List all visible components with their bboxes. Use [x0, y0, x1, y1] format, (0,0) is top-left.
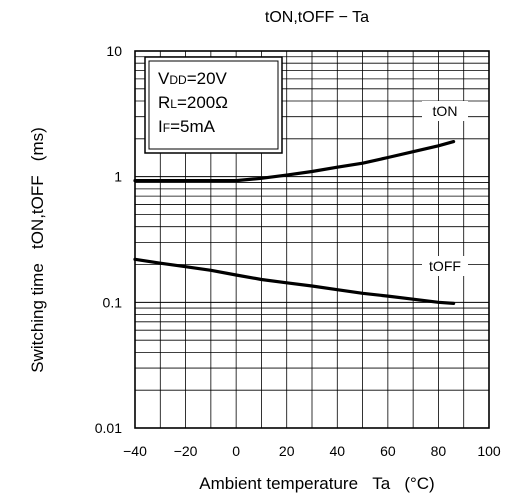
x-tick-label: 60 [380, 443, 396, 459]
condition-line: IF=5mA [158, 117, 216, 136]
series-labels: tON tOFF [422, 101, 468, 276]
condition-line: VDD=20V [158, 69, 228, 88]
y-tick-label: 10 [106, 43, 122, 59]
x-tick-label: 0 [232, 443, 240, 459]
series-line-ton [133, 140, 456, 183]
series-label-ton: tON [433, 103, 458, 119]
x-tick-label: −40 [123, 443, 147, 459]
curves [133, 140, 456, 305]
series-line-toff [133, 257, 456, 305]
chart-title: tON,tOFF − Ta [265, 9, 369, 26]
y-tick-labels: 10 1 0.1 0.01 [95, 43, 122, 436]
x-tick-labels: −40 −20 0 20 40 60 80 100 [123, 443, 501, 459]
y-tick-label: 1 [114, 169, 122, 185]
x-axis-label: Ambient temperature Ta (°C) [199, 474, 434, 493]
series-label-bg [422, 101, 468, 121]
y-tick-label: 0.1 [103, 294, 123, 310]
conditions-box: VDD=20V RL=200Ω IF=5mA [144, 56, 283, 154]
x-tick-label: 40 [329, 443, 345, 459]
x-tick-label: −20 [174, 443, 198, 459]
y-axis-label: Switching time tON,tOFF (ms) [28, 127, 47, 373]
series-label-bg [422, 256, 468, 276]
condition-line: RL=200Ω [158, 93, 228, 112]
x-tick-label: 100 [477, 443, 501, 459]
conditions-inner-frame [148, 60, 279, 150]
y-tick-label: 0.01 [95, 420, 122, 436]
plot-frame [134, 50, 490, 429]
series-label-toff: tOFF [429, 258, 461, 274]
x-tick-label: 80 [431, 443, 447, 459]
conditions-frame [144, 56, 283, 154]
x-tick-label: 20 [279, 443, 295, 459]
